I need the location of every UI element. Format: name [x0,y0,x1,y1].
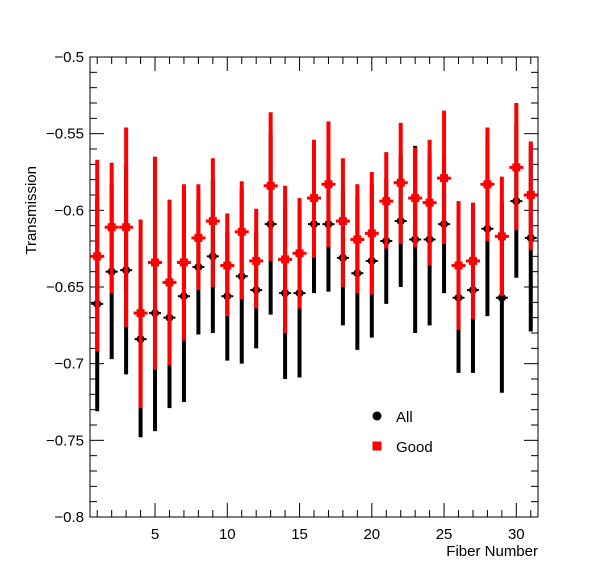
y-axis-label: Transmission [23,166,40,255]
good-point [440,174,449,183]
good-point [382,197,391,206]
y-tick-label: −0.5 [54,49,84,66]
good-point [411,194,420,203]
y-tick-label: −0.8 [54,509,84,526]
good-point [223,261,232,270]
good-point [122,223,131,232]
good-point [338,217,347,226]
good-point [324,180,333,189]
good-point [252,256,261,265]
good-point [526,191,535,199]
good-point [497,232,506,241]
good-point [367,229,376,238]
x-tick-label: 25 [436,526,453,543]
good-series [90,103,538,409]
y-tick-label: −0.55 [46,126,84,143]
good-point [483,180,492,189]
x-axis-label: Fiber Number [446,543,538,560]
x-tick-label: 30 [508,526,525,543]
good-point [310,194,318,203]
legend-all-marker [372,411,382,421]
x-axis-ticks: 5 10 15 20 25 30 [96,57,532,543]
y-axis-ticks: −0.8 −0.75 −0.7 −0.65 −0.6 −0.55 −0.5 [46,49,538,526]
y-tick-label: −0.6 [54,202,84,219]
good-point [93,252,102,261]
y-tick-label: −0.65 [46,279,84,296]
legend-good-label: Good [396,439,433,456]
good-point [454,261,463,270]
good-point [194,233,203,242]
good-point [396,178,405,187]
good-point [107,223,116,232]
legend-all-label: All [396,409,413,426]
good-point [237,227,246,236]
y-tick-label: −0.7 [54,356,84,373]
series-layer [90,103,538,438]
x-tick-label: 20 [363,526,380,543]
y-tick-label: −0.75 [46,432,84,449]
legend-good-marker [372,441,382,451]
x-tick-label: 10 [219,526,236,543]
good-point [295,249,304,258]
good-point [208,217,217,226]
good-point [281,255,290,264]
good-point [468,256,477,265]
good-point [179,258,188,267]
good-point [165,278,174,287]
good-point [353,235,362,244]
x-tick-label: 15 [291,526,308,543]
good-point [136,309,145,318]
good-point [512,163,521,172]
good-point [151,258,160,267]
x-tick-label: 5 [151,526,159,543]
good-point [266,181,275,190]
legend: All Good [372,409,433,456]
good-point [425,198,434,207]
